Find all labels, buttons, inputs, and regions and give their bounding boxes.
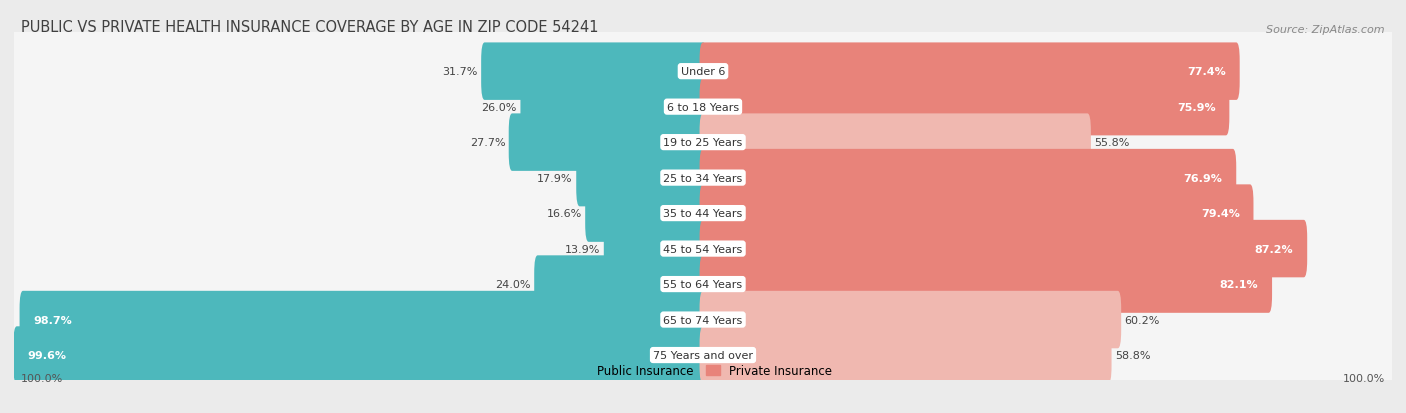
Text: Source: ZipAtlas.com: Source: ZipAtlas.com: [1267, 25, 1385, 35]
FancyBboxPatch shape: [700, 79, 1229, 136]
Text: 45 to 54 Years: 45 to 54 Years: [664, 244, 742, 254]
FancyBboxPatch shape: [20, 291, 706, 349]
Text: 100.0%: 100.0%: [21, 373, 63, 383]
Text: Under 6: Under 6: [681, 67, 725, 77]
Text: 55.8%: 55.8%: [1094, 138, 1129, 148]
FancyBboxPatch shape: [700, 220, 1308, 278]
FancyBboxPatch shape: [509, 114, 706, 171]
FancyBboxPatch shape: [10, 116, 1396, 241]
Text: 75.9%: 75.9%: [1177, 102, 1216, 112]
Text: 79.4%: 79.4%: [1201, 209, 1240, 218]
FancyBboxPatch shape: [10, 45, 1396, 170]
Text: 98.7%: 98.7%: [34, 315, 72, 325]
Text: 24.0%: 24.0%: [495, 279, 531, 290]
Text: 19 to 25 Years: 19 to 25 Years: [664, 138, 742, 148]
FancyBboxPatch shape: [700, 256, 1272, 313]
FancyBboxPatch shape: [10, 186, 1396, 312]
FancyBboxPatch shape: [700, 150, 1236, 207]
FancyBboxPatch shape: [10, 292, 1396, 413]
FancyBboxPatch shape: [481, 43, 706, 101]
FancyBboxPatch shape: [585, 185, 706, 242]
FancyBboxPatch shape: [700, 43, 1240, 101]
Text: 76.9%: 76.9%: [1184, 173, 1222, 183]
FancyBboxPatch shape: [14, 327, 706, 384]
Text: 13.9%: 13.9%: [565, 244, 600, 254]
Text: 99.6%: 99.6%: [27, 350, 66, 360]
Text: 100.0%: 100.0%: [1343, 373, 1385, 383]
FancyBboxPatch shape: [10, 257, 1396, 382]
Text: 65 to 74 Years: 65 to 74 Years: [664, 315, 742, 325]
Text: 25 to 34 Years: 25 to 34 Years: [664, 173, 742, 183]
Text: 26.0%: 26.0%: [482, 102, 517, 112]
Text: PUBLIC VS PRIVATE HEALTH INSURANCE COVERAGE BY AGE IN ZIP CODE 54241: PUBLIC VS PRIVATE HEALTH INSURANCE COVER…: [21, 20, 599, 35]
FancyBboxPatch shape: [700, 185, 1254, 242]
FancyBboxPatch shape: [10, 9, 1396, 135]
Text: 82.1%: 82.1%: [1219, 279, 1258, 290]
FancyBboxPatch shape: [520, 79, 706, 136]
Text: 77.4%: 77.4%: [1187, 67, 1226, 77]
FancyBboxPatch shape: [700, 291, 1121, 349]
Legend: Public Insurance, Private Insurance: Public Insurance, Private Insurance: [574, 365, 832, 377]
FancyBboxPatch shape: [10, 222, 1396, 347]
Text: 27.7%: 27.7%: [470, 138, 505, 148]
Text: 16.6%: 16.6%: [547, 209, 582, 218]
Text: 58.8%: 58.8%: [1115, 350, 1150, 360]
Text: 87.2%: 87.2%: [1254, 244, 1294, 254]
Text: 60.2%: 60.2%: [1125, 315, 1160, 325]
Text: 6 to 18 Years: 6 to 18 Years: [666, 102, 740, 112]
FancyBboxPatch shape: [700, 114, 1091, 171]
Text: 31.7%: 31.7%: [443, 67, 478, 77]
Text: 17.9%: 17.9%: [537, 173, 572, 183]
FancyBboxPatch shape: [700, 327, 1112, 384]
Text: 35 to 44 Years: 35 to 44 Years: [664, 209, 742, 218]
Text: 55 to 64 Years: 55 to 64 Years: [664, 279, 742, 290]
Text: 75 Years and over: 75 Years and over: [652, 350, 754, 360]
FancyBboxPatch shape: [10, 80, 1396, 205]
FancyBboxPatch shape: [10, 151, 1396, 276]
FancyBboxPatch shape: [576, 150, 706, 207]
FancyBboxPatch shape: [534, 256, 706, 313]
FancyBboxPatch shape: [603, 220, 706, 278]
